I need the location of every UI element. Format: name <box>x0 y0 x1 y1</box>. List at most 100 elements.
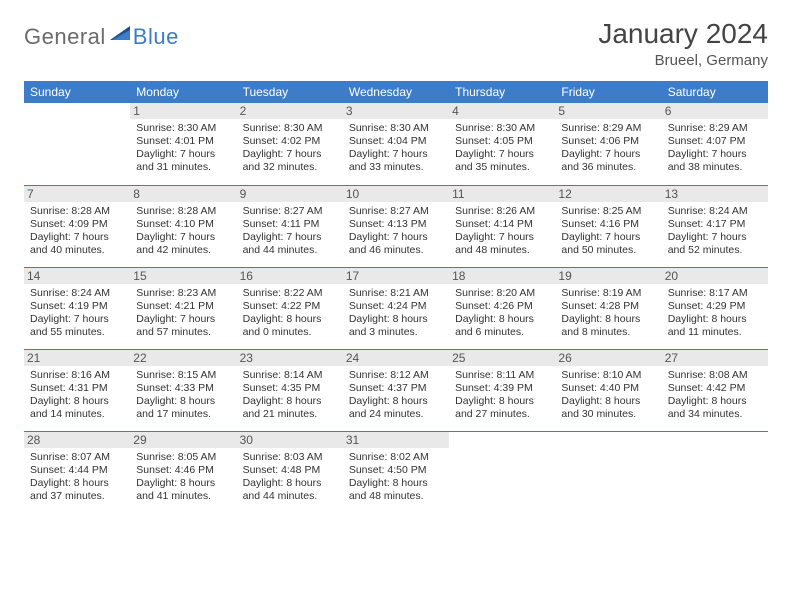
day-number: 3 <box>343 103 449 119</box>
day-number: 29 <box>130 432 236 448</box>
daylight-line: Daylight: 7 hours and 42 minutes. <box>136 231 230 257</box>
day-number: 16 <box>237 268 343 284</box>
calendar-day-cell: 25Sunrise: 8:11 AMSunset: 4:39 PMDayligh… <box>449 349 555 431</box>
calendar-empty-cell <box>24 103 130 185</box>
day-number: 31 <box>343 432 449 448</box>
brand-text-blue: Blue <box>133 24 179 50</box>
calendar-day-cell: 20Sunrise: 8:17 AMSunset: 4:29 PMDayligh… <box>662 267 768 349</box>
sunrise-line: Sunrise: 8:19 AM <box>561 287 655 300</box>
daylight-line: Daylight: 8 hours and 37 minutes. <box>30 477 124 503</box>
sunset-line: Sunset: 4:11 PM <box>243 218 337 231</box>
calendar-day-cell: 24Sunrise: 8:12 AMSunset: 4:37 PMDayligh… <box>343 349 449 431</box>
location-text: Brueel, Germany <box>598 52 768 69</box>
daylight-line: Daylight: 8 hours and 21 minutes. <box>243 395 337 421</box>
day-number: 10 <box>343 186 449 202</box>
calendar-day-cell: 16 Sunrise: 8:22 AMSunset: 4:22 PMDayligh… <box>237 267 343 349</box>
sunset-line: Sunset: 4:16 PM <box>561 218 655 231</box>
daylight-line: Daylight: 7 hours and 36 minutes. <box>561 148 655 174</box>
day-number: 20 <box>662 268 768 284</box>
calendar-day-cell: 8Sunrise: 8:28 AMSunset: 4:10 PMDaylight… <box>130 185 236 267</box>
daylight-line: Daylight: 8 hours and 11 minutes. <box>668 313 762 339</box>
weekday-header: Tuesday <box>237 81 343 103</box>
calendar-day-cell: 7Sunrise: 8:28 AMSunset: 4:09 PMDaylight… <box>24 185 130 267</box>
sunrise-line: Sunrise: 8:24 AM <box>668 205 762 218</box>
calendar-day-cell: 17 Sunrise: 8:21 AMSunset: 4:24 PMDayligh… <box>343 267 449 349</box>
weekday-header: Sunday <box>24 81 130 103</box>
sunset-line: Sunset: 4:50 PM <box>349 464 443 477</box>
sunrise-line: Sunrise: 8:28 AM <box>136 205 230 218</box>
calendar-day-cell: 29Sunrise: 8:05 AMSunset: 4:46 PMDayligh… <box>130 431 236 513</box>
daylight-line: Daylight: 8 hours and 41 minutes. <box>136 477 230 503</box>
sunrise-line: Sunrise: 8:27 AM <box>349 205 443 218</box>
daylight-line: Daylight: 7 hours and 55 minutes. <box>30 313 124 339</box>
sunset-line: Sunset: 4:24 PM <box>349 300 443 313</box>
sunset-line: Sunset: 4:14 PM <box>455 218 549 231</box>
calendar-week-row: 7Sunrise: 8:28 AMSunset: 4:09 PMDaylight… <box>24 185 768 267</box>
calendar-day-cell: 2 Sunrise: 8:30 AMSunset: 4:02 PMDaylight… <box>237 103 343 185</box>
daylight-line: Daylight: 8 hours and 34 minutes. <box>668 395 762 421</box>
calendar-day-cell: 9Sunrise: 8:27 AMSunset: 4:11 PMDaylight… <box>237 185 343 267</box>
day-number: 30 <box>237 432 343 448</box>
daylight-line: Daylight: 7 hours and 52 minutes. <box>668 231 762 257</box>
day-number: 11 <box>449 186 555 202</box>
sunrise-line: Sunrise: 8:30 AM <box>243 122 337 135</box>
calendar-day-cell: 1Sunrise: 8:30 AMSunset: 4:01 PMDaylight… <box>130 103 236 185</box>
calendar-day-cell: 23Sunrise: 8:14 AMSunset: 4:35 PMDayligh… <box>237 349 343 431</box>
day-number: 18 <box>449 268 555 284</box>
daylight-line: Daylight: 7 hours and 33 minutes. <box>349 148 443 174</box>
day-number: 24 <box>343 350 449 366</box>
calendar-table: SundayMondayTuesdayWednesdayThursdayFrid… <box>24 81 768 513</box>
sunrise-line: Sunrise: 8:10 AM <box>561 369 655 382</box>
daylight-line: Daylight: 8 hours and 8 minutes. <box>561 313 655 339</box>
daylight-line: Daylight: 7 hours and 50 minutes. <box>561 231 655 257</box>
sunset-line: Sunset: 4:09 PM <box>30 218 124 231</box>
calendar-body: 1Sunrise: 8:30 AMSunset: 4:01 PMDaylight… <box>24 103 768 513</box>
sunset-line: Sunset: 4:37 PM <box>349 382 443 395</box>
day-number: 5 <box>555 103 661 119</box>
day-number: 13 <box>662 186 768 202</box>
calendar-day-cell: 31Sunrise: 8:02 AMSunset: 4:50 PMDayligh… <box>343 431 449 513</box>
calendar-day-cell: 22Sunrise: 8:15 AMSunset: 4:33 PMDayligh… <box>130 349 236 431</box>
daylight-line: Daylight: 7 hours and 32 minutes. <box>243 148 337 174</box>
calendar-day-cell: 4Sunrise: 8:30 AMSunset: 4:05 PMDaylight… <box>449 103 555 185</box>
calendar-day-cell: 27Sunrise: 8:08 AMSunset: 4:42 PMDayligh… <box>662 349 768 431</box>
daylight-line: Daylight: 7 hours and 38 minutes. <box>668 148 762 174</box>
sunset-line: Sunset: 4:44 PM <box>30 464 124 477</box>
sunset-line: Sunset: 4:48 PM <box>243 464 337 477</box>
daylight-line: Daylight: 8 hours and 0 minutes. <box>243 313 337 339</box>
sunset-line: Sunset: 4:22 PM <box>243 300 337 313</box>
day-number: 12 <box>555 186 661 202</box>
day-number: 8 <box>130 186 236 202</box>
calendar-empty-cell <box>662 431 768 513</box>
calendar-day-cell: 13Sunrise: 8:24 AMSunset: 4:17 PMDayligh… <box>662 185 768 267</box>
sunrise-line: Sunrise: 8:28 AM <box>30 205 124 218</box>
calendar-day-cell: 26Sunrise: 8:10 AMSunset: 4:40 PMDayligh… <box>555 349 661 431</box>
sunrise-line: Sunrise: 8:30 AM <box>349 122 443 135</box>
daylight-line: Daylight: 8 hours and 3 minutes. <box>349 313 443 339</box>
calendar-empty-cell <box>555 431 661 513</box>
sunset-line: Sunset: 4:04 PM <box>349 135 443 148</box>
sunset-line: Sunset: 4:39 PM <box>455 382 549 395</box>
daylight-line: Daylight: 8 hours and 17 minutes. <box>136 395 230 421</box>
calendar-empty-cell <box>449 431 555 513</box>
sunrise-line: Sunrise: 8:22 AM <box>243 287 337 300</box>
calendar-week-row: 21Sunrise: 8:16 AMSunset: 4:31 PMDayligh… <box>24 349 768 431</box>
sunset-line: Sunset: 4:19 PM <box>30 300 124 313</box>
day-number: 2 <box>237 103 343 119</box>
sunrise-line: Sunrise: 8:27 AM <box>243 205 337 218</box>
day-number: 17 <box>343 268 449 284</box>
sunrise-line: Sunrise: 8:21 AM <box>349 287 443 300</box>
daylight-line: Daylight: 7 hours and 35 minutes. <box>455 148 549 174</box>
calendar-day-cell: 11Sunrise: 8:26 AMSunset: 4:14 PMDayligh… <box>449 185 555 267</box>
sunset-line: Sunset: 4:01 PM <box>136 135 230 148</box>
day-number: 25 <box>449 350 555 366</box>
sunrise-line: Sunrise: 8:29 AM <box>561 122 655 135</box>
day-number: 21 <box>24 350 130 366</box>
sunset-line: Sunset: 4:07 PM <box>668 135 762 148</box>
calendar-week-row: 14Sunrise: 8:24 AMSunset: 4:19 PMDayligh… <box>24 267 768 349</box>
sunset-line: Sunset: 4:02 PM <box>243 135 337 148</box>
calendar-week-row: 28Sunrise: 8:07 AMSunset: 4:44 PMDayligh… <box>24 431 768 513</box>
sunset-line: Sunset: 4:46 PM <box>136 464 230 477</box>
day-number: 9 <box>237 186 343 202</box>
day-number: 26 <box>555 350 661 366</box>
